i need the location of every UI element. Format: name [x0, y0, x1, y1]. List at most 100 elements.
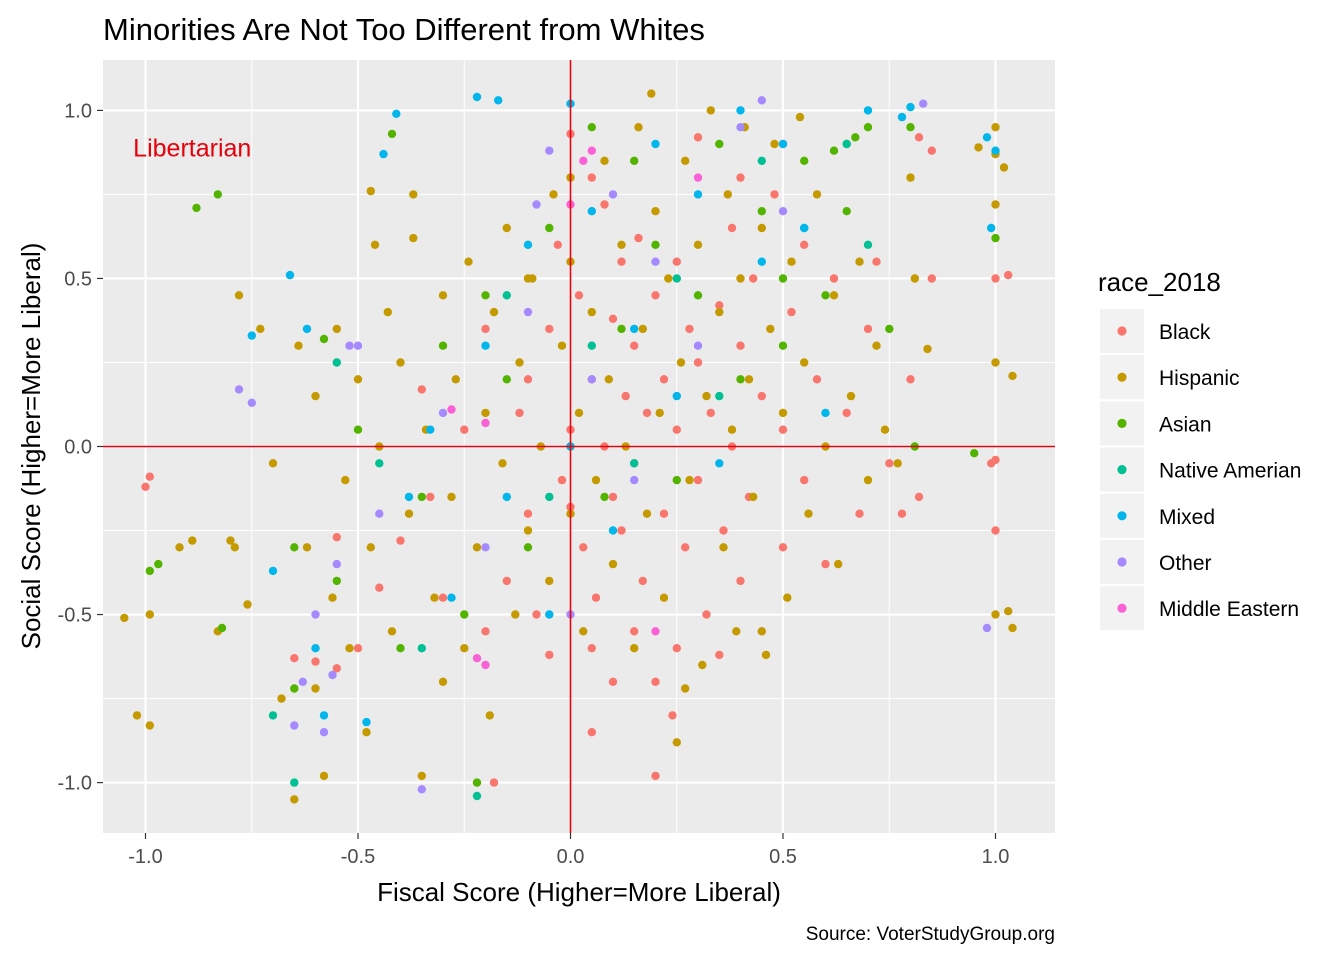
data-point — [230, 543, 239, 552]
data-point — [693, 240, 703, 249]
data-point — [906, 375, 915, 384]
legend: race_2018 Black Hispanic Asian Native Ameri… — [1098, 267, 1301, 631]
data-point — [906, 173, 915, 182]
data-point — [672, 475, 681, 485]
data-point — [664, 274, 673, 283]
data-point — [800, 240, 809, 249]
legend-swatch — [1117, 418, 1127, 428]
data-point — [991, 123, 1000, 132]
data-point — [489, 778, 499, 787]
data-point — [392, 109, 401, 119]
data-point — [290, 543, 299, 552]
data-point — [375, 509, 384, 518]
data-point — [409, 233, 418, 243]
data-point — [302, 324, 312, 334]
data-point — [145, 566, 154, 576]
data-point — [298, 677, 307, 686]
data-point — [574, 408, 584, 418]
data-point — [885, 324, 894, 334]
data-point — [991, 526, 1000, 535]
data-point — [523, 526, 533, 535]
legend-swatch — [1117, 557, 1127, 567]
data-point — [362, 728, 371, 737]
data-point — [897, 509, 907, 518]
data-point — [757, 96, 766, 105]
data-point — [855, 257, 864, 266]
data-point — [132, 711, 142, 720]
data-point — [927, 274, 936, 283]
data-point — [642, 408, 652, 418]
data-point — [447, 405, 456, 414]
data-point — [672, 257, 681, 266]
data-point — [426, 425, 435, 434]
data-point — [417, 785, 426, 794]
data-point — [659, 509, 669, 518]
data-point — [460, 644, 469, 653]
data-point — [464, 257, 473, 266]
data-point — [523, 375, 533, 384]
data-point — [290, 778, 299, 787]
data-point — [647, 89, 656, 98]
data-point — [693, 475, 703, 485]
data-point — [587, 728, 596, 737]
data-point — [723, 190, 732, 199]
data-point — [341, 475, 350, 485]
data-point — [285, 270, 295, 280]
data-point — [829, 274, 839, 283]
y-axis-ticks: -1.0 -0.5 0.0 0.5 1.0 — [58, 100, 103, 795]
data-point — [608, 526, 618, 535]
data-point — [727, 223, 737, 233]
data-point — [545, 650, 554, 660]
data-point — [481, 418, 490, 428]
data-point — [681, 543, 690, 552]
data-point — [757, 156, 766, 165]
data-point — [591, 593, 601, 602]
data-point — [502, 223, 511, 233]
legend-swatch — [1117, 372, 1127, 382]
data-point — [672, 644, 681, 653]
data-point — [693, 190, 703, 199]
data-point — [681, 684, 690, 693]
data-point — [681, 156, 690, 165]
data-point — [489, 307, 499, 317]
data-point — [472, 543, 482, 552]
data-point — [736, 106, 745, 115]
data-point — [659, 375, 669, 384]
data-point — [987, 223, 996, 233]
data-point — [268, 566, 278, 576]
data-point — [608, 677, 618, 686]
data-point — [175, 543, 184, 552]
data-point — [668, 711, 677, 720]
data-point — [404, 492, 414, 502]
data-point — [472, 778, 482, 787]
data-point — [332, 358, 341, 367]
legend-swatch — [1117, 465, 1127, 475]
data-point — [472, 791, 482, 801]
data-point — [991, 358, 1000, 367]
data-point — [800, 358, 809, 367]
data-point — [502, 375, 511, 384]
data-point — [778, 274, 788, 283]
data-point — [409, 190, 418, 199]
data-point — [587, 146, 596, 155]
data-point — [213, 190, 222, 199]
data-point — [778, 425, 788, 434]
data-point — [821, 291, 830, 300]
data-point — [872, 341, 881, 350]
y-tick-label: 0.0 — [64, 437, 92, 459]
data-point — [736, 173, 745, 182]
y-axis-title: Social Score (Higher=More Liberal) — [16, 243, 46, 650]
data-point — [630, 475, 639, 485]
data-point — [1008, 623, 1017, 633]
data-point — [706, 408, 715, 418]
data-point — [727, 425, 737, 434]
legend-title: race_2018 — [1098, 267, 1221, 297]
data-point — [685, 324, 694, 334]
data-point — [863, 123, 873, 132]
data-point — [587, 173, 596, 182]
data-point — [855, 509, 864, 518]
data-point — [617, 257, 626, 266]
data-point — [545, 576, 554, 586]
data-point — [302, 543, 312, 552]
data-point — [719, 526, 728, 535]
